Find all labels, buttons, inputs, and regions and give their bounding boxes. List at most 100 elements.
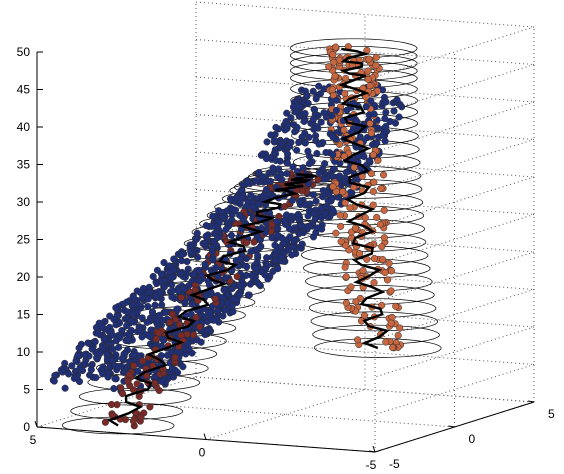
point-blue bbox=[247, 247, 255, 256]
point-blue bbox=[118, 354, 126, 362]
point-orange bbox=[364, 75, 372, 83]
point-orange bbox=[325, 63, 333, 71]
point-blue bbox=[208, 222, 216, 230]
point-orange bbox=[378, 301, 386, 309]
point-blue bbox=[201, 240, 209, 248]
point-blue bbox=[65, 370, 73, 378]
point-orange bbox=[379, 255, 387, 264]
point-blue bbox=[287, 212, 296, 220]
point-blue bbox=[289, 243, 297, 251]
point-maroon bbox=[177, 331, 185, 339]
point-orange bbox=[332, 188, 340, 196]
point-maroon bbox=[133, 380, 141, 388]
point-blue bbox=[151, 301, 159, 309]
point-maroon bbox=[314, 176, 322, 184]
point-blue bbox=[255, 280, 263, 288]
point-orange bbox=[361, 214, 369, 222]
z-tick-label: 25 bbox=[17, 233, 31, 247]
point-blue bbox=[309, 115, 318, 123]
point-blue bbox=[283, 159, 291, 167]
point-blue bbox=[208, 256, 216, 264]
point-blue bbox=[129, 351, 137, 359]
data-points bbox=[49, 43, 406, 430]
point-orange bbox=[376, 220, 384, 228]
z-tick-label: 20 bbox=[17, 270, 31, 284]
point-blue bbox=[157, 270, 166, 278]
point-blue bbox=[152, 292, 160, 300]
point-blue bbox=[153, 317, 161, 325]
y-tick-label: 5 bbox=[548, 407, 555, 421]
point-blue bbox=[285, 225, 294, 233]
point-orange bbox=[329, 51, 337, 59]
point-blue bbox=[214, 307, 222, 315]
point-blue bbox=[168, 293, 176, 301]
point-blue bbox=[293, 123, 301, 131]
point-blue bbox=[272, 156, 280, 164]
point-blue bbox=[123, 308, 131, 316]
point-blue bbox=[315, 169, 323, 177]
point-blue bbox=[277, 140, 285, 148]
point-blue bbox=[112, 304, 120, 312]
point-blue bbox=[342, 168, 350, 176]
point-blue bbox=[313, 224, 321, 232]
point-blue bbox=[202, 232, 210, 240]
point-orange bbox=[367, 170, 375, 178]
point-blue bbox=[319, 193, 327, 201]
point-orange bbox=[377, 184, 385, 193]
point-blue bbox=[252, 264, 260, 272]
point-blue bbox=[124, 335, 132, 343]
point-maroon bbox=[107, 400, 116, 409]
point-orange bbox=[331, 72, 339, 80]
x-tick-label: 0 bbox=[199, 446, 206, 460]
point-blue bbox=[332, 106, 340, 114]
point-blue bbox=[195, 266, 203, 274]
point-blue bbox=[315, 82, 323, 90]
z-tick-label: 30 bbox=[17, 195, 31, 209]
point-blue bbox=[143, 318, 151, 326]
point-maroon bbox=[138, 357, 147, 365]
point-blue bbox=[192, 235, 201, 243]
z-tick-label: 40 bbox=[17, 120, 31, 134]
point-blue bbox=[274, 265, 282, 273]
point-blue bbox=[236, 211, 244, 219]
point-maroon bbox=[233, 273, 241, 281]
grid-line bbox=[195, 39, 535, 65]
point-blue bbox=[123, 322, 131, 330]
point-orange bbox=[342, 241, 350, 249]
point-orange bbox=[387, 267, 396, 275]
point-blue bbox=[329, 206, 337, 215]
tick-mark bbox=[368, 450, 376, 453]
centerline-maroon bbox=[106, 173, 317, 427]
point-blue bbox=[118, 326, 126, 335]
point-blue bbox=[323, 202, 331, 210]
grid-line bbox=[195, 301, 535, 328]
point-blue bbox=[367, 97, 375, 105]
point-blue bbox=[70, 374, 78, 382]
point-blue bbox=[262, 155, 270, 163]
point-blue bbox=[246, 280, 254, 288]
point-blue bbox=[148, 308, 157, 316]
point-blue bbox=[247, 191, 255, 199]
point-maroon bbox=[118, 390, 127, 398]
point-blue bbox=[285, 142, 293, 150]
point-orange bbox=[352, 298, 360, 306]
point-blue bbox=[223, 299, 231, 307]
point-blue bbox=[210, 316, 218, 324]
point-blue bbox=[343, 106, 351, 114]
point-blue bbox=[301, 109, 309, 118]
point-blue bbox=[329, 151, 337, 159]
point-blue bbox=[272, 256, 280, 264]
point-blue bbox=[382, 108, 390, 117]
point-orange bbox=[380, 206, 388, 214]
point-maroon bbox=[183, 330, 191, 338]
point-blue bbox=[237, 186, 245, 194]
point-orange bbox=[382, 338, 390, 346]
point-blue bbox=[281, 126, 289, 134]
point-blue bbox=[267, 131, 275, 139]
point-orange bbox=[369, 151, 377, 159]
point-blue bbox=[127, 317, 135, 325]
point-blue bbox=[309, 87, 317, 95]
point-blue bbox=[168, 281, 176, 289]
point-blue bbox=[293, 146, 301, 154]
z-tick-label: 10 bbox=[17, 345, 31, 359]
